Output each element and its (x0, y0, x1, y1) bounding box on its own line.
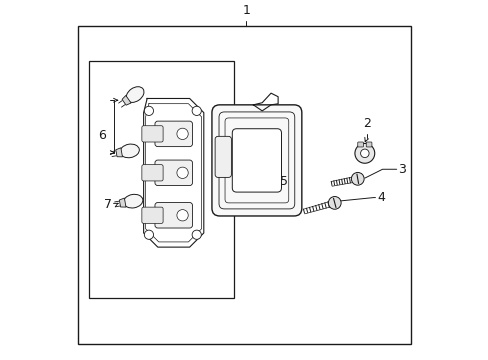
Circle shape (192, 106, 201, 116)
FancyBboxPatch shape (155, 160, 192, 185)
FancyBboxPatch shape (142, 126, 163, 142)
Circle shape (177, 128, 188, 140)
Text: 7: 7 (103, 198, 112, 211)
Circle shape (177, 167, 188, 179)
Ellipse shape (126, 87, 143, 102)
Text: 5: 5 (279, 175, 287, 188)
Circle shape (192, 230, 201, 239)
Text: 6: 6 (99, 129, 106, 142)
FancyBboxPatch shape (155, 121, 192, 147)
Bar (89, 61, 233, 298)
FancyBboxPatch shape (142, 165, 163, 181)
Polygon shape (122, 95, 131, 105)
Polygon shape (143, 99, 203, 247)
Circle shape (144, 230, 153, 239)
Text: 2: 2 (362, 117, 370, 130)
Text: 1: 1 (242, 4, 250, 17)
Circle shape (144, 106, 153, 116)
FancyBboxPatch shape (366, 142, 371, 147)
Polygon shape (119, 198, 126, 207)
FancyBboxPatch shape (211, 105, 301, 216)
Circle shape (360, 149, 368, 158)
Ellipse shape (123, 194, 142, 208)
FancyBboxPatch shape (215, 136, 231, 177)
Ellipse shape (120, 144, 139, 158)
Polygon shape (116, 148, 122, 157)
Text: 4: 4 (376, 191, 385, 204)
FancyBboxPatch shape (232, 129, 281, 192)
Circle shape (354, 143, 374, 163)
Circle shape (328, 197, 341, 209)
Text: 3: 3 (398, 163, 406, 176)
Circle shape (177, 210, 188, 221)
FancyBboxPatch shape (357, 142, 363, 147)
Circle shape (351, 172, 364, 185)
FancyBboxPatch shape (155, 203, 192, 228)
FancyBboxPatch shape (142, 207, 163, 224)
